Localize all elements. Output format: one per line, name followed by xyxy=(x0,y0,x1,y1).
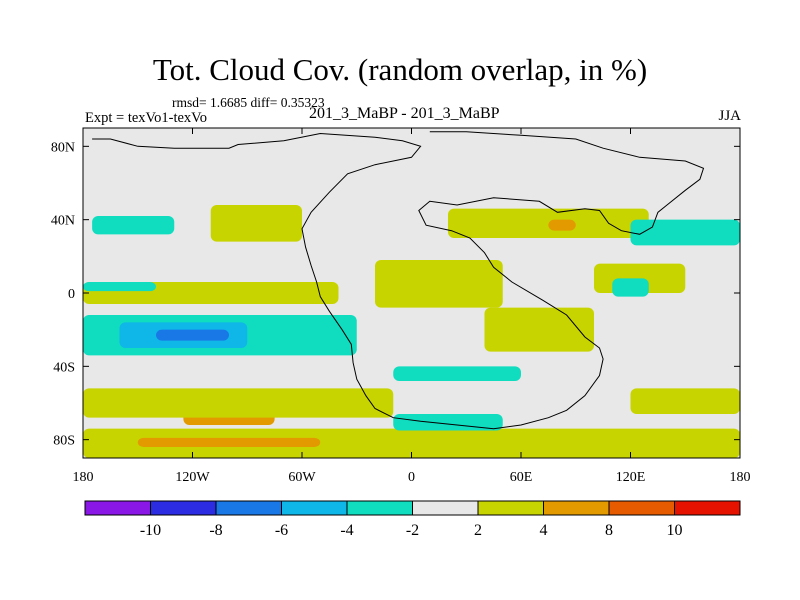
plot-title: Tot. Cloud Cov. (random overlap, in %) xyxy=(152,52,648,87)
y-tick-label: 40S xyxy=(53,360,75,375)
x-tick-label: 180 xyxy=(730,470,751,485)
colorbar-label: 4 xyxy=(540,522,548,539)
coastline-outline xyxy=(92,131,705,430)
colorbar-swatch xyxy=(477,500,544,516)
colorbar-label: -2 xyxy=(406,522,419,539)
y-tick-label: 40N xyxy=(51,214,75,229)
colorbar-label: -4 xyxy=(340,522,353,539)
anomaly-region-17 xyxy=(393,366,521,381)
anomaly-region-16 xyxy=(92,216,175,235)
anomaly-region-8 xyxy=(484,307,594,352)
colorbar-label: 8 xyxy=(605,522,613,539)
colorbar-swatch xyxy=(346,500,413,516)
anomaly-region-3 xyxy=(83,388,394,418)
colorbar-label: -8 xyxy=(209,522,222,539)
stats-readout: rmsd= 1.6685 diff= 0.35323 xyxy=(172,95,325,110)
colorbar-label: -10 xyxy=(140,522,161,539)
y-tick-label: 0 xyxy=(68,287,75,302)
anomaly-region-4 xyxy=(630,388,740,414)
anomaly-region-20 xyxy=(612,278,649,297)
y-tick-label: 80N xyxy=(51,140,75,155)
x-tick-label: 180 xyxy=(73,470,94,485)
continent-outline xyxy=(92,131,705,430)
anomaly-region-6 xyxy=(210,205,302,242)
anomaly-region-9 xyxy=(448,208,649,238)
x-tick-label: 60E xyxy=(510,470,533,485)
x-tick-label: 120W xyxy=(175,470,210,485)
x-tick-label: 60W xyxy=(288,470,316,485)
anomaly-region-19 xyxy=(630,219,740,246)
colorbar-swatch xyxy=(84,500,151,516)
anomaly-region-0 xyxy=(83,428,740,458)
colorbar-swatch xyxy=(215,500,282,516)
experiment-label: Expt = texVo1-texVo xyxy=(85,110,208,126)
anomaly-region-7 xyxy=(375,260,503,308)
colorbar-swatch xyxy=(412,500,479,516)
y-tick-label: 80S xyxy=(53,434,75,449)
period-label: 201_3_MaBP - 201_3_MaBP xyxy=(309,105,500,122)
colorbar-swatch xyxy=(608,500,675,516)
colorbar-label: 10 xyxy=(667,522,683,539)
colorbar-label: -6 xyxy=(275,522,288,539)
colorbar-swatch xyxy=(281,500,348,516)
anomaly-region-14 xyxy=(156,329,229,341)
colorbar-swatch xyxy=(150,500,217,516)
colorbar-label: 2 xyxy=(474,522,482,539)
x-tick-label: 120E xyxy=(616,470,646,485)
anomaly-region-15 xyxy=(83,282,156,292)
x-tick-label: 0 xyxy=(408,470,415,485)
colorbar-swatch xyxy=(543,500,610,516)
season-label: JJA xyxy=(718,108,741,124)
colorbar-swatch xyxy=(674,500,741,516)
anomaly-region-1 xyxy=(137,437,321,447)
anomaly-region-11 xyxy=(548,219,576,231)
